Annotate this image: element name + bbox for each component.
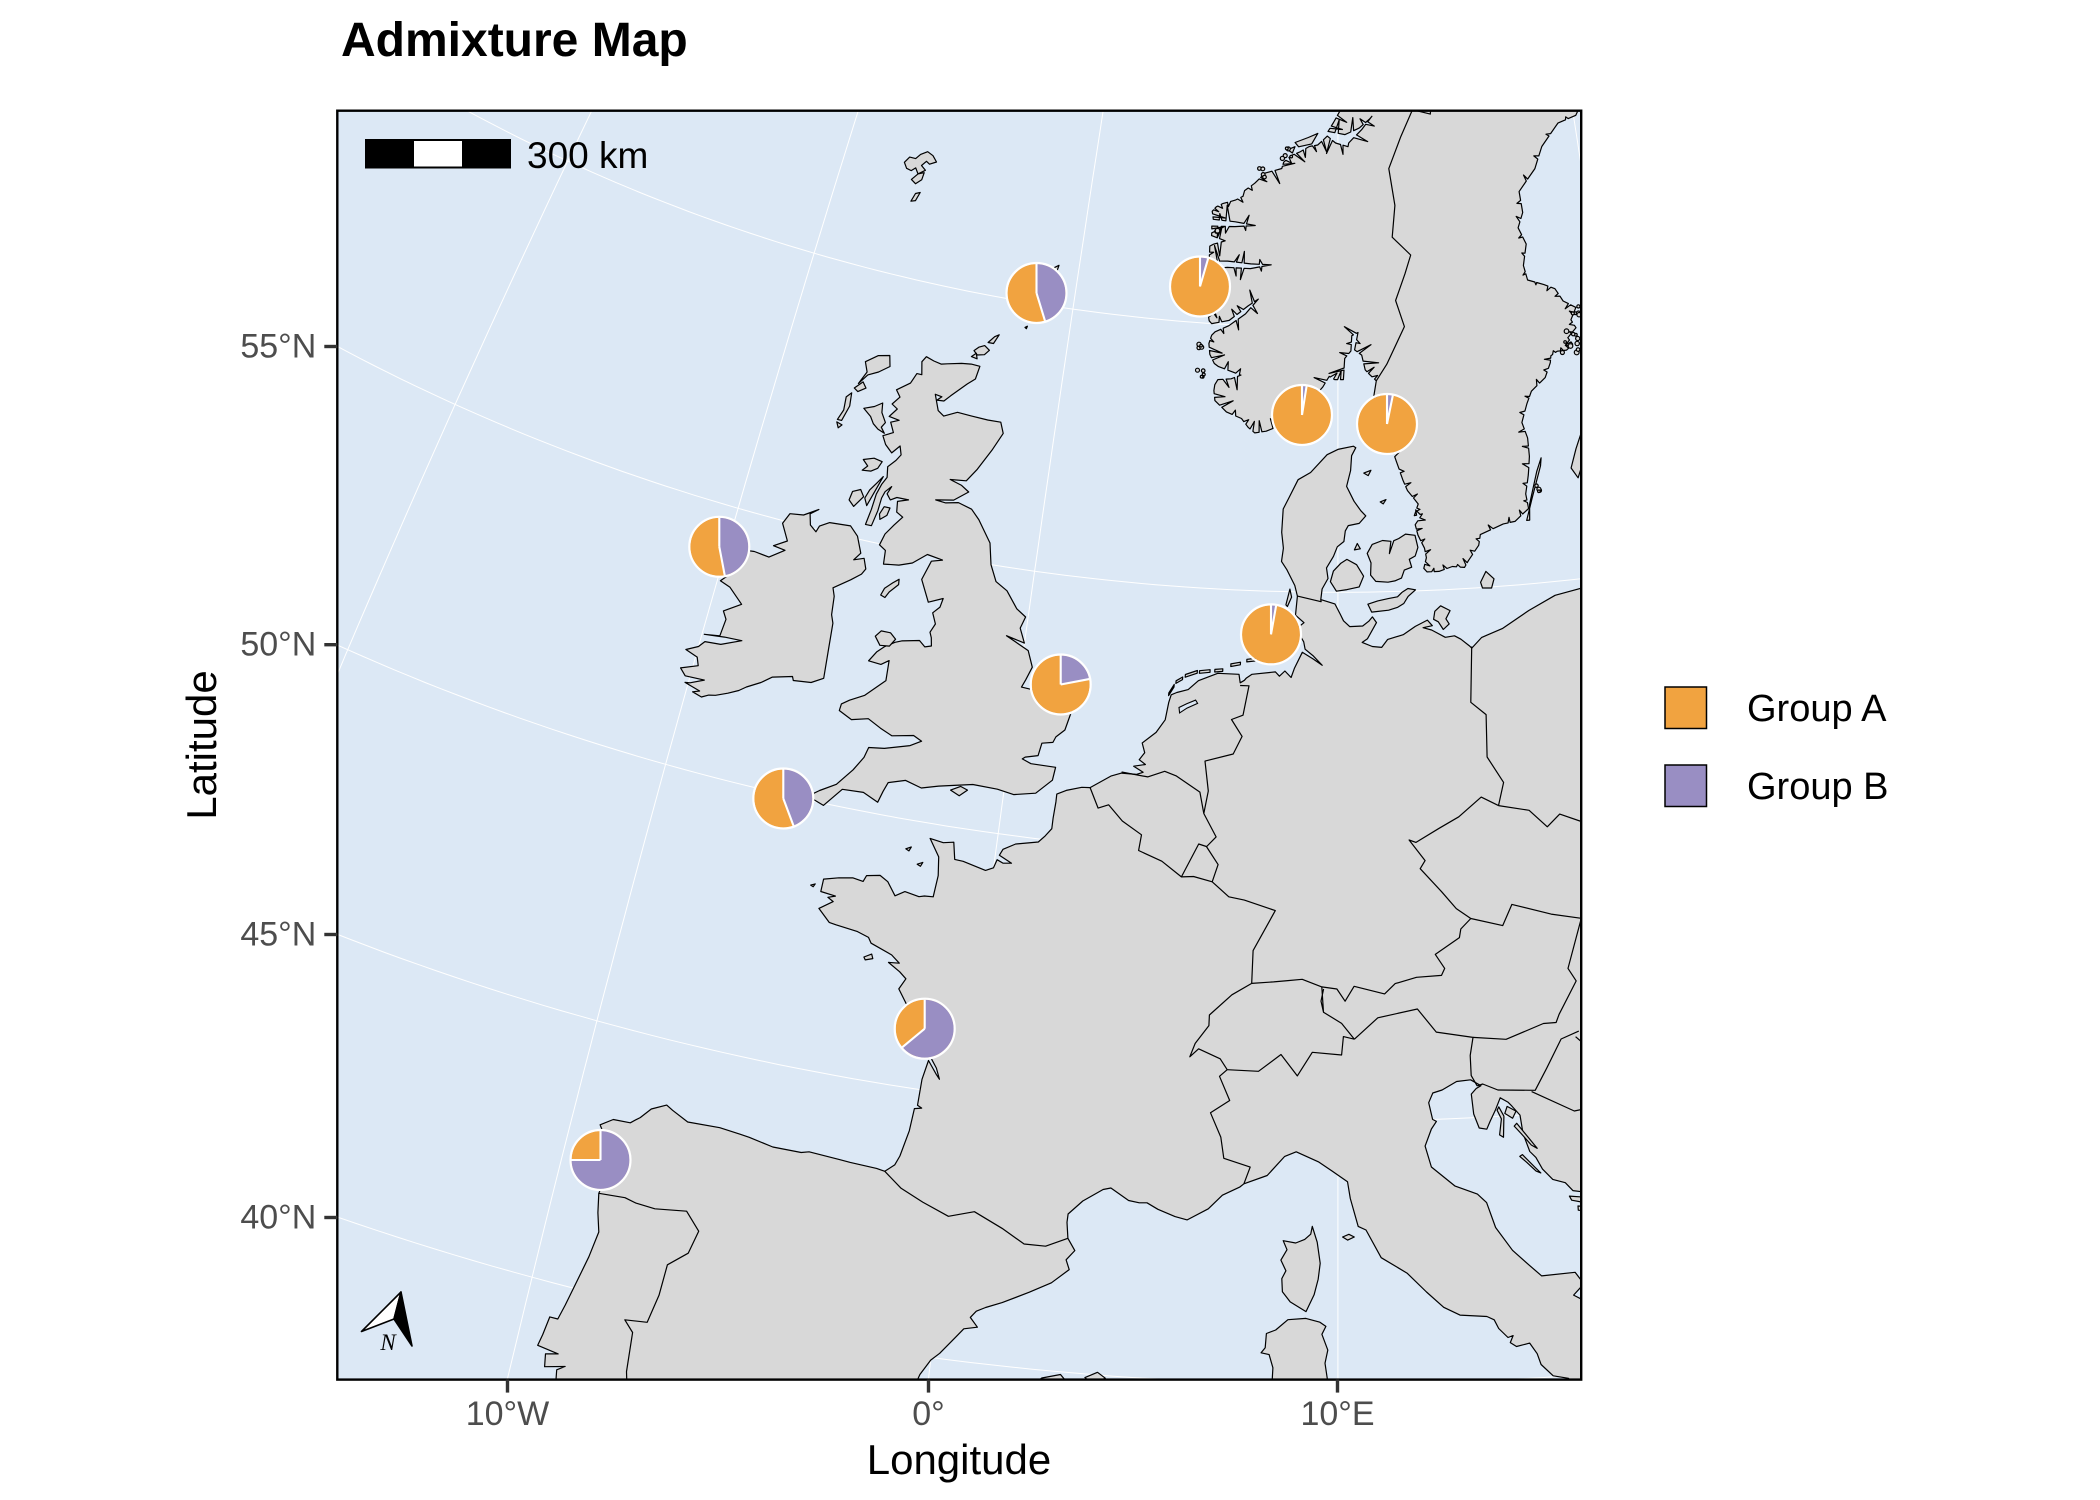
svg-text:0°: 0° bbox=[912, 1395, 945, 1433]
svg-text:Group A: Group A bbox=[1747, 688, 1887, 730]
svg-text:10°W: 10°W bbox=[466, 1395, 550, 1433]
svg-text:300 km: 300 km bbox=[527, 135, 648, 176]
svg-text:55°N: 55°N bbox=[240, 328, 316, 366]
svg-text:45°N: 45°N bbox=[240, 916, 316, 954]
svg-text:10°E: 10°E bbox=[1300, 1395, 1374, 1433]
svg-text:Longitude: Longitude bbox=[867, 1436, 1052, 1483]
svg-text:40°N: 40°N bbox=[240, 1199, 316, 1237]
svg-text:N: N bbox=[379, 1330, 397, 1355]
svg-text:Latitude: Latitude bbox=[178, 670, 225, 819]
svg-text:Group B: Group B bbox=[1747, 766, 1889, 808]
svg-text:Admixture Map: Admixture Map bbox=[341, 14, 688, 67]
svg-text:50°N: 50°N bbox=[240, 626, 316, 664]
